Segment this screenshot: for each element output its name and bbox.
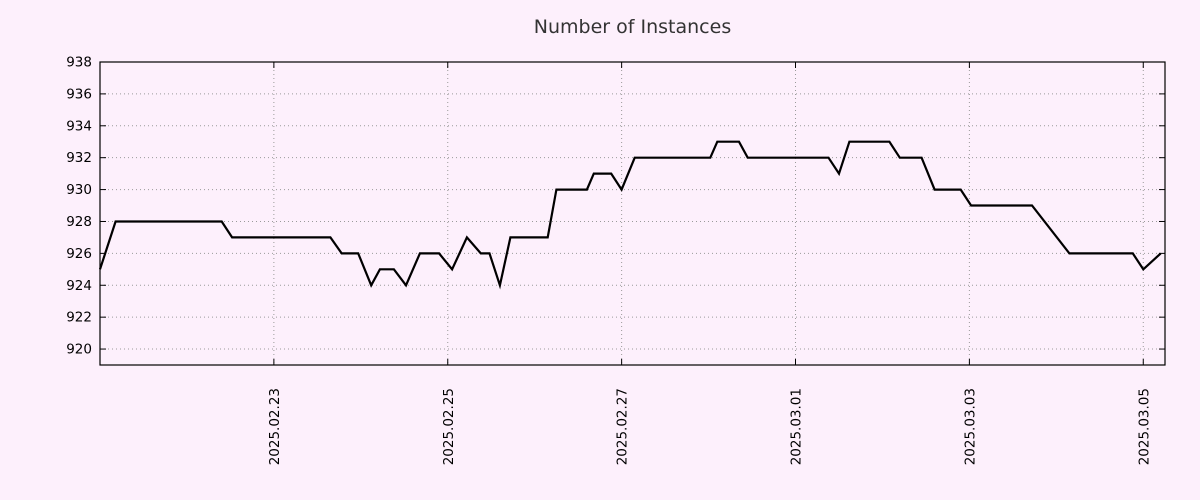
series-line <box>98 140 1162 290</box>
plot-frame <box>99 61 1166 366</box>
x-tick-label: 2025.02.23 <box>267 388 283 465</box>
x-tick-label: 2025.03.05 <box>1136 388 1152 465</box>
y-tick-label: 926 <box>66 246 92 262</box>
y-tick-label: 924 <box>66 278 92 294</box>
y-tick-label: 922 <box>66 310 92 326</box>
x-tick-label: 2025.02.27 <box>615 388 631 465</box>
y-tick-label: 938 <box>66 55 92 71</box>
x-tick-label: 2025.03.03 <box>962 388 978 465</box>
chart-title: Number of Instances <box>533 16 732 38</box>
y-tick-label: 934 <box>66 118 92 134</box>
x-tick-label: 2025.02.25 <box>441 388 457 465</box>
x-tick-label: 2025.03.01 <box>789 388 805 465</box>
y-tick-label: 936 <box>66 86 92 102</box>
y-tick-label: 932 <box>66 150 92 166</box>
y-tick-label: 920 <box>66 342 92 358</box>
y-tick-label: 928 <box>66 214 92 230</box>
y-tick-label: 930 <box>66 182 92 198</box>
